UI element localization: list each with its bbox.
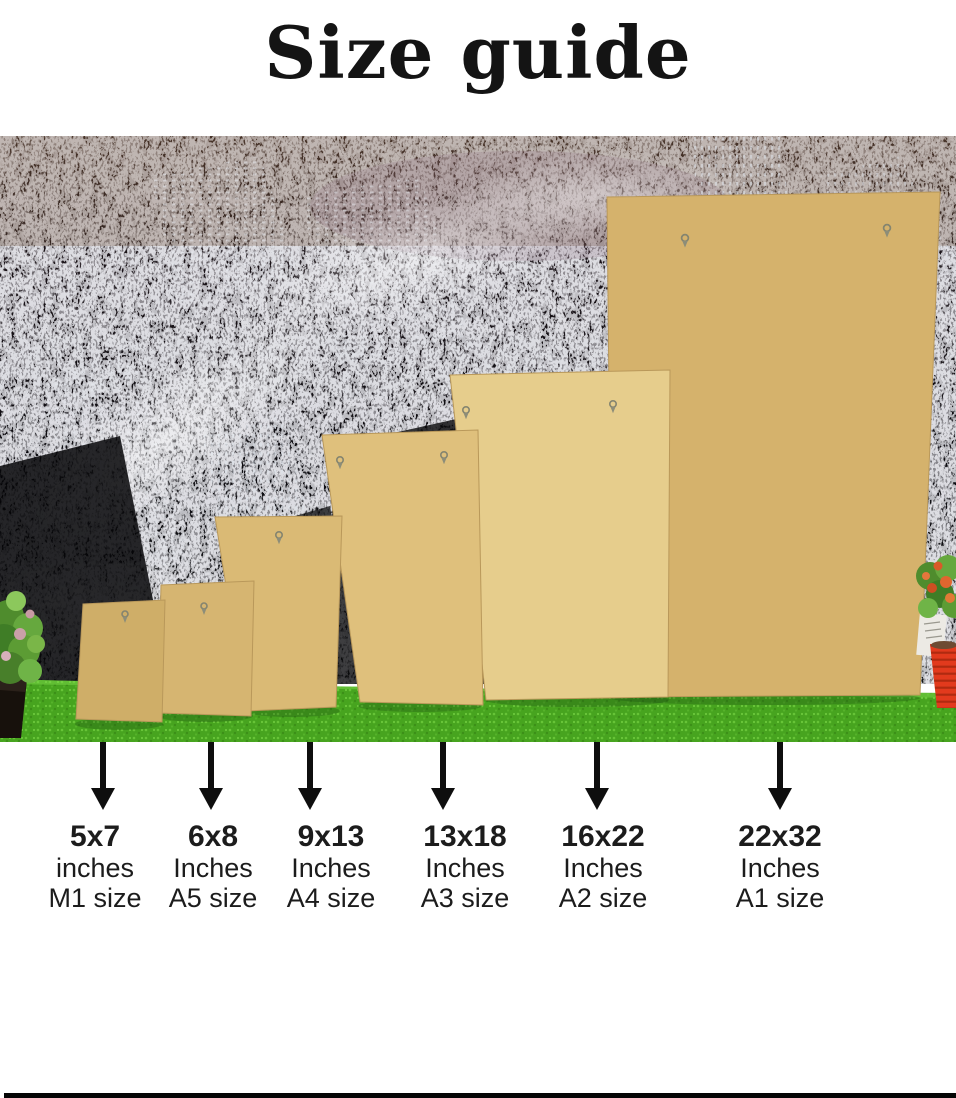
left-plant-pot (0, 677, 27, 738)
size-dimensions: 5x7 (69, 820, 121, 853)
board-a3-13x18 (321, 429, 484, 706)
d-ring-hanger-icon (439, 451, 449, 465)
d-ring-hanger-icon (461, 406, 471, 420)
paper-size-name: A3 size (420, 883, 510, 913)
paper-size-name: M1 size (48, 883, 142, 913)
size-dimensions: 16x22 (561, 820, 645, 853)
mdf-boards (75, 191, 941, 723)
right-plant-foliage (916, 555, 956, 618)
d-ring-hanger-icon (121, 610, 129, 623)
d-ring-hangers (121, 223, 892, 623)
page-title: Size guide (264, 10, 692, 95)
down-arrow-icon (431, 742, 455, 810)
size-dimensions: 22x32 (738, 820, 822, 853)
down-arrow-icon (199, 742, 223, 810)
size-unit: inches (55, 853, 135, 883)
left-plant (0, 591, 45, 738)
size-unit: Inches (740, 853, 820, 883)
down-arrow-icon (768, 742, 792, 810)
size-unit: Inches (425, 853, 505, 883)
size-label-a3: 13x18 Inches A3 size (380, 820, 550, 913)
size-label-a4: 9x13 Inches A4 size (246, 820, 416, 913)
board-m1-5x7 (75, 599, 166, 723)
down-arrow-icon (91, 742, 115, 810)
paper-size-name: A2 size (558, 883, 648, 913)
right-plant (916, 555, 956, 708)
d-ring-hanger-icon (882, 223, 892, 238)
product-photo (0, 136, 956, 742)
paper-size-name: A4 size (286, 883, 376, 913)
size-dimensions: 13x18 (423, 820, 507, 853)
d-ring-hanger-icon (335, 456, 345, 470)
size-label-a5: 6x8 Inches A5 size (128, 820, 298, 913)
paper-size-name: A5 size (168, 883, 258, 913)
image-bottom-border (4, 1093, 956, 1098)
d-ring-hanger-icon (680, 233, 690, 248)
right-plant-pot (930, 641, 956, 708)
size-unit: Inches (563, 853, 643, 883)
left-plant-foliage (0, 591, 45, 684)
down-arrow-icon (298, 742, 322, 810)
size-dimensions: 9x13 (297, 820, 365, 853)
size-unit: Inches (291, 853, 371, 883)
d-ring-hanger-icon (608, 400, 618, 414)
size-label-m1: 5x7 inches M1 size (10, 820, 180, 913)
paper-size-name: A1 size (735, 883, 825, 913)
size-label-a1: 22x32 Inches A1 size (695, 820, 865, 913)
size-label-a2: 16x22 Inches A2 size (518, 820, 688, 913)
down-arrow-icon (585, 742, 609, 810)
photo-scene (0, 136, 956, 742)
board-a5-6x8 (157, 580, 255, 717)
board-a2-16x22 (449, 369, 671, 701)
size-unit: Inches (173, 853, 253, 883)
d-ring-hanger-icon (274, 531, 284, 545)
d-ring-hanger-icon (200, 602, 208, 615)
size-dimensions: 6x8 (187, 820, 239, 853)
